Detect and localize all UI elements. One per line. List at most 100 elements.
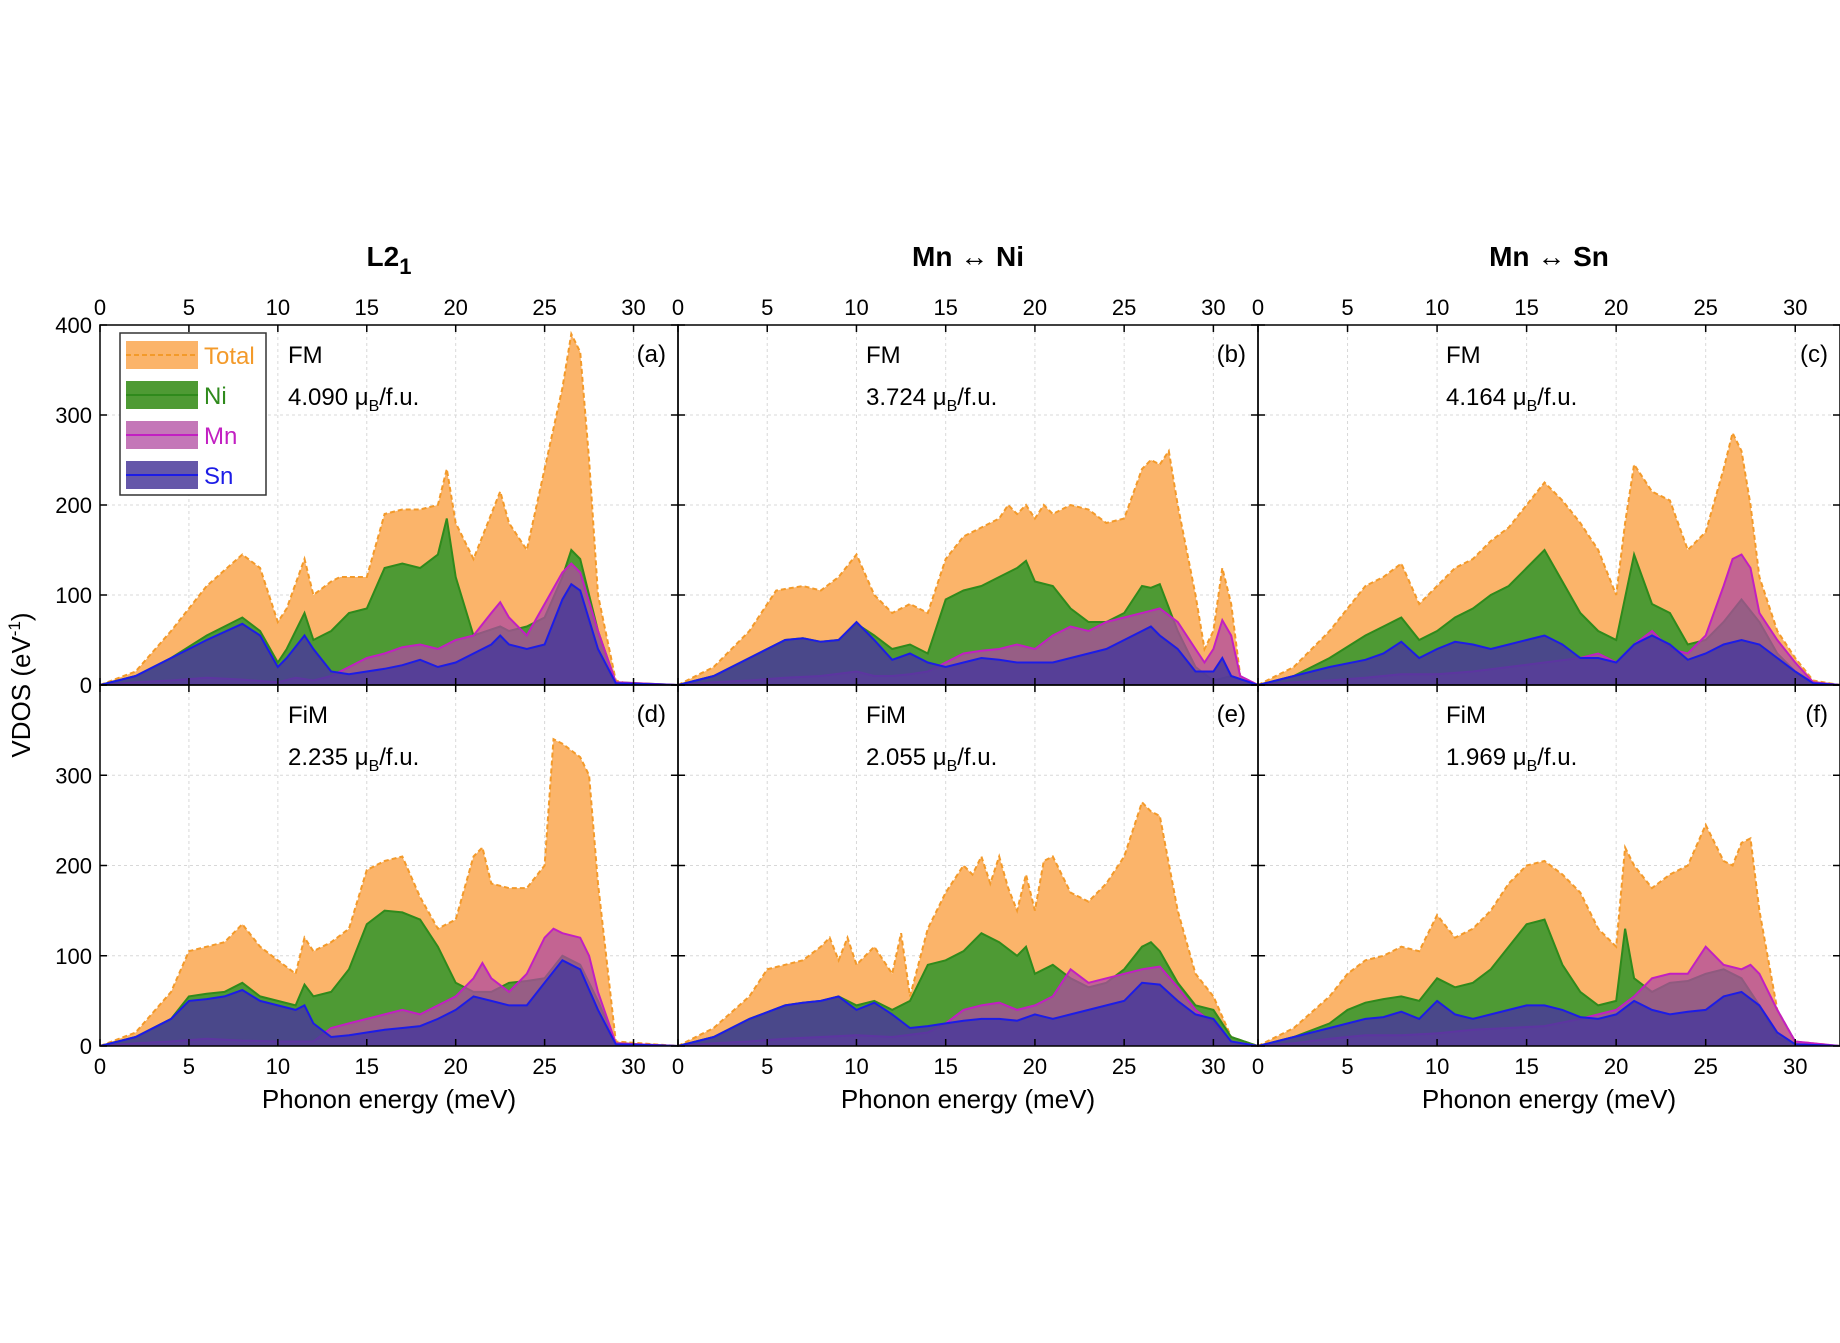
legend-label-total: Total: [204, 343, 255, 370]
line-sn: [100, 582, 678, 685]
legend-label-mn: Mn: [204, 423, 237, 450]
y-axis-label: VDOS (eV-1): [5, 612, 36, 757]
x-tick-label: 20: [1023, 1054, 1047, 1079]
series-group: [678, 800, 1258, 1046]
x-tick-label: 20: [1604, 1054, 1628, 1079]
area-sn: [100, 584, 678, 685]
series-group: [1258, 822, 1840, 1046]
y-tick-label: 200: [55, 493, 92, 518]
series-group: [100, 330, 678, 685]
panel-letter: (e): [1217, 701, 1246, 728]
area-total: [100, 334, 678, 685]
x-tick-label: 15: [1514, 1054, 1538, 1079]
x-tick-label: 0: [672, 1054, 684, 1079]
y-tick-label: 400: [55, 313, 92, 338]
axis-labels: Phonon energy (meV) Phonon energy (meV) Ph…: [5, 612, 1676, 1114]
moment-label: 3.724 μB/f.u.: [866, 384, 997, 415]
x-axis-label: Phonon energy (meV): [841, 1084, 1095, 1114]
x-tick-label-top: 20: [1023, 295, 1047, 320]
phase-label: FiM: [288, 702, 328, 729]
y-tick-label: 0: [80, 673, 92, 698]
x-tick-label-top: 0: [1252, 295, 1264, 320]
column-title-1: L21: [367, 241, 412, 279]
x-tick-label: 25: [532, 1054, 556, 1079]
phase-label: FM: [1446, 342, 1481, 369]
area-sn: [100, 960, 678, 1046]
area-mn: [1258, 554, 1840, 685]
y-tick-label: 200: [55, 854, 92, 879]
phase-label: FM: [288, 342, 323, 369]
line-sn: [100, 959, 678, 1046]
x-tick-label: 30: [621, 1054, 645, 1079]
moment-label: 4.164 μB/f.u.: [1446, 384, 1577, 415]
y-tick-label: 300: [55, 403, 92, 428]
x-tick-label-top: 20: [1604, 295, 1628, 320]
panel-b: 0 5 10 15 20 25 30 (b) FM 3.724 μB/f.u.: [672, 295, 1259, 686]
area-sn: [1258, 991, 1840, 1046]
x-tick-label-top: 15: [933, 295, 957, 320]
x-tick-label-top: 10: [266, 295, 290, 320]
x-tick-label: 5: [183, 1054, 195, 1079]
x-tick-label: 0: [94, 1054, 106, 1079]
area-sn: [678, 622, 1258, 685]
x-tick-label-top: 30: [621, 295, 645, 320]
y-tick-label: 0: [80, 1034, 92, 1059]
x-tick-label-top: 25: [1112, 295, 1136, 320]
x-tick-label: 10: [266, 1054, 290, 1079]
line-total: [1258, 430, 1840, 685]
series-group: [678, 448, 1258, 685]
x-tick-label: 25: [1693, 1054, 1717, 1079]
x-axis-label: Phonon energy (meV): [1422, 1084, 1676, 1114]
x-tick-label-top: 5: [183, 295, 195, 320]
x-tick-label: 5: [761, 1054, 773, 1079]
moment-label: 2.235 μB/f.u.: [288, 744, 419, 775]
x-tick-label: 15: [933, 1054, 957, 1079]
panel-e: 0 5 10 15 20 25 30 (e) FiM 2.055 μB/f.u.: [672, 684, 1259, 1079]
x-tick-label: 30: [1783, 1054, 1807, 1079]
phase-label: FiM: [1446, 702, 1486, 729]
moment-label: 2.055 μB/f.u.: [866, 744, 997, 775]
panel-letter: (f): [1805, 701, 1828, 728]
column-title-3: Mn ↔ Sn: [1489, 241, 1609, 272]
phase-label: FM: [866, 342, 901, 369]
x-tick-label-top: 5: [761, 295, 773, 320]
x-tick-label-top: 15: [355, 295, 379, 320]
panel-letter: (b): [1217, 341, 1246, 368]
x-tick-label-top: 25: [532, 295, 556, 320]
line-total: [678, 800, 1258, 1046]
x-tick-label-top: 0: [94, 295, 106, 320]
legend-label-sn: Sn: [204, 463, 233, 490]
line-total: [100, 330, 678, 685]
x-tick-label: 25: [1112, 1054, 1136, 1079]
area-sn: [1258, 635, 1840, 685]
x-tick-label-top: 5: [1341, 295, 1353, 320]
title-subscript: 1: [399, 254, 411, 279]
line-total: [100, 737, 678, 1046]
x-tick-label-top: 15: [1514, 295, 1538, 320]
column-title-2: Mn ↔ Ni: [912, 241, 1024, 272]
series-group: [1258, 430, 1840, 685]
line-sn: [678, 981, 1258, 1046]
panel-f: 0 5 10 15 20 25 30 (f) FiM 1.969 μB/f.u.: [1252, 684, 1840, 1079]
x-tick-label: 30: [1201, 1054, 1225, 1079]
x-tick-label-top: 25: [1693, 295, 1717, 320]
column-titles: L21 Mn ↔ Ni Mn ↔ Sn: [367, 241, 1609, 279]
x-tick-label: 15: [355, 1054, 379, 1079]
x-tick-label-top: 30: [1783, 295, 1807, 320]
x-tick-label: 5: [1341, 1054, 1353, 1079]
area-sn: [678, 982, 1258, 1046]
x-tick-label-top: 0: [672, 295, 684, 320]
x-tick-label: 0: [1252, 1054, 1264, 1079]
moment-label: 4.090 μB/f.u.: [288, 384, 419, 415]
x-tick-label-top: 30: [1201, 295, 1225, 320]
x-tick-label-top: 10: [1425, 295, 1449, 320]
y-tick-label: 100: [55, 583, 92, 608]
y-tick-label: 300: [55, 763, 92, 788]
panel-c: 0 5 10 15 20 25 30 (c) FM 4.164 μB/f.u.: [1252, 295, 1840, 686]
series-group: [100, 737, 678, 1046]
legend-label-ni: Ni: [204, 383, 227, 410]
y-tick-label: 100: [55, 944, 92, 969]
